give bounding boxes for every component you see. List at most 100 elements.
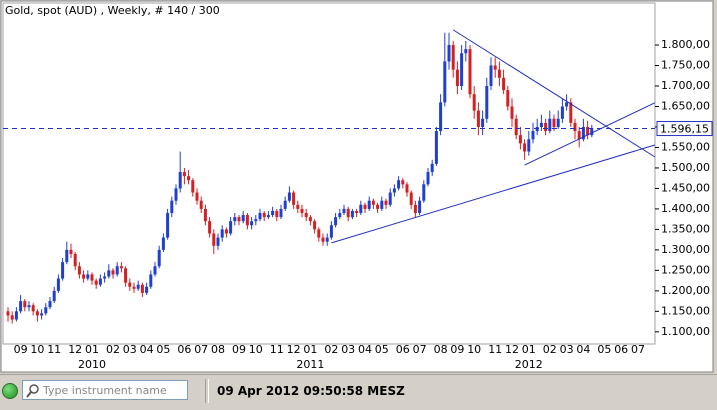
connection-indicator[interactable] xyxy=(2,383,18,399)
candle-body xyxy=(338,213,342,218)
candle-body xyxy=(317,229,321,238)
x-tick-label: 02 xyxy=(106,343,120,356)
candle-body xyxy=(556,118,560,127)
candle-body xyxy=(82,274,86,279)
candle-body xyxy=(397,180,401,189)
candle-body xyxy=(581,126,585,140)
candle-body xyxy=(586,126,590,136)
candle-body xyxy=(493,65,497,70)
candle-body xyxy=(6,311,10,316)
candle-body xyxy=(31,305,35,312)
x-tick-label: 03 xyxy=(341,343,355,356)
x-tick-label: 04 xyxy=(140,343,154,356)
candle-body xyxy=(279,208,283,218)
candle-body xyxy=(409,192,413,205)
candle-body xyxy=(342,208,346,214)
candle-body xyxy=(388,192,392,205)
candle-body xyxy=(178,172,182,189)
candle-body xyxy=(98,278,102,285)
x-tick-label: 04 xyxy=(576,343,590,356)
x-tick-label: 11 xyxy=(488,343,502,356)
y-tick-label: 1.500,00 xyxy=(661,161,710,174)
candle-body xyxy=(77,266,81,275)
candle-body xyxy=(182,172,186,177)
status-bar: Type instrument name 09 Apr 2012 09:50:5… xyxy=(0,374,717,410)
y-tick-label: 1.100,00 xyxy=(661,325,710,338)
separator xyxy=(205,379,209,403)
candle-body xyxy=(119,266,123,269)
y-tick-label: 1.700,00 xyxy=(661,79,710,92)
candle-body xyxy=(212,233,216,246)
y-tick-label: 1.250,00 xyxy=(661,263,710,276)
candle-body xyxy=(203,208,207,222)
candle-body xyxy=(308,217,312,222)
candle-body xyxy=(19,301,23,312)
x-tick-label: 01 xyxy=(85,343,99,356)
last-price-box xyxy=(656,121,713,137)
candle-body xyxy=(128,282,132,287)
candle-body xyxy=(573,122,577,132)
x-tick-label: 12 xyxy=(68,343,82,356)
candle-body xyxy=(497,69,501,78)
candle-body xyxy=(523,143,527,152)
candle-body xyxy=(346,208,350,218)
x-tick-label: 03 xyxy=(123,343,137,356)
candle-body xyxy=(10,315,14,320)
y-tick-label: 1.200,00 xyxy=(661,284,710,297)
candle-body xyxy=(329,225,333,238)
x-tick-label: 10 xyxy=(30,343,44,356)
candle-body xyxy=(199,200,203,209)
candle-body xyxy=(292,192,296,205)
candle-body xyxy=(376,204,380,209)
candle-body xyxy=(271,210,275,216)
x-group-label: 2010 xyxy=(78,358,106,371)
candle-body xyxy=(73,253,77,267)
candle-body xyxy=(23,301,27,308)
plot-area xyxy=(2,2,656,345)
candle-body xyxy=(56,278,60,291)
candle-body xyxy=(380,200,384,209)
candle-body xyxy=(94,280,98,285)
x-tick-label: 09 xyxy=(450,343,464,356)
search-icon xyxy=(26,384,39,398)
x-tick-label: 09 xyxy=(232,343,246,356)
x-tick-label: 08 xyxy=(211,343,225,356)
candle-body xyxy=(560,106,564,119)
candle-body xyxy=(464,49,468,54)
candle-body xyxy=(229,221,233,234)
y-tick-label: 1.800,00 xyxy=(661,38,710,51)
candle-body xyxy=(124,268,128,283)
candle-body xyxy=(518,135,522,144)
candle-body xyxy=(149,274,153,287)
candle-body xyxy=(61,262,65,279)
candle-body xyxy=(422,184,426,201)
candle-body xyxy=(111,270,115,275)
candle-body xyxy=(531,131,535,140)
x-tick-label: 09 xyxy=(14,343,28,356)
candle-body xyxy=(296,204,300,209)
candle-body xyxy=(65,249,69,263)
candle-body xyxy=(40,313,44,316)
candle-body xyxy=(460,53,464,87)
candle-body xyxy=(187,176,191,181)
candle-body xyxy=(14,311,18,320)
candle-body xyxy=(481,118,485,127)
candle-body xyxy=(220,229,224,238)
last-price-label: 1.596,15 xyxy=(660,123,709,136)
candle-body xyxy=(468,49,472,95)
candle-body xyxy=(384,200,388,205)
y-tick-label: 1.750,00 xyxy=(661,59,710,72)
x-tick-label: 01 xyxy=(522,343,536,356)
candle-body xyxy=(418,200,422,214)
candle-body xyxy=(254,219,258,222)
trend-line xyxy=(524,102,656,166)
candle-body xyxy=(161,237,165,250)
candle-body xyxy=(157,249,161,267)
candle-body xyxy=(258,213,262,220)
trend-line xyxy=(452,29,656,158)
instrument-search[interactable]: Type instrument name xyxy=(22,380,188,400)
x-tick-label: 07 xyxy=(194,343,208,356)
candle-body xyxy=(241,215,245,222)
candle-body xyxy=(472,94,476,111)
